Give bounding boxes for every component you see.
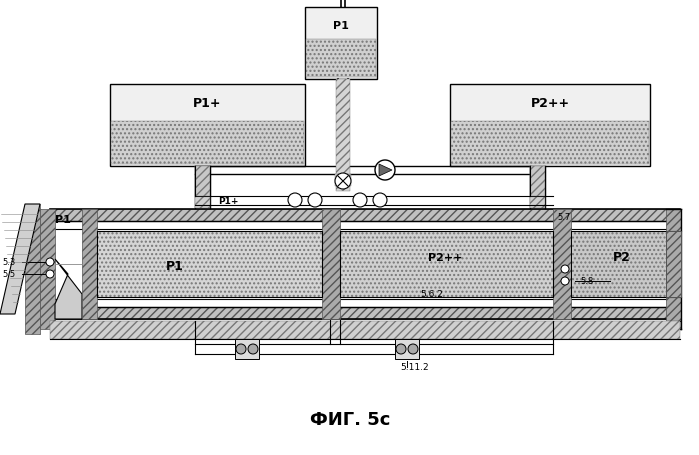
Text: P1: P1 [166,260,184,273]
Text: P2: P2 [613,251,631,264]
Text: P1+: P1+ [218,196,238,205]
Text: P2++: P2++ [428,253,462,263]
Bar [305,8,377,80]
Bar [50,210,680,222]
Text: P1+: P1+ [193,96,222,109]
Text: 5.3: 5.3 [2,258,15,267]
Polygon shape [0,205,40,314]
Polygon shape [379,165,392,177]
Circle shape [561,265,569,273]
Text: 5.11.2: 5.11.2 [400,363,428,372]
Polygon shape [55,259,82,319]
Text: 5.6.2: 5.6.2 [420,290,443,299]
Circle shape [375,161,395,181]
Bar [395,339,419,359]
Bar [82,210,97,319]
Text: ФИГ. 5c: ФИГ. 5c [310,410,390,428]
Bar [666,210,681,329]
Circle shape [308,193,322,207]
Bar [40,210,55,329]
Circle shape [288,193,302,207]
Bar [530,167,545,197]
Bar [110,85,305,167]
Bar [322,210,340,319]
Bar [340,232,553,298]
Bar [451,121,649,164]
Text: 5.5: 5.5 [2,270,15,279]
Circle shape [236,344,246,354]
Bar [336,80,350,192]
Bar [111,121,304,164]
Bar [195,167,210,208]
Bar [25,205,40,334]
Bar [571,232,666,298]
Bar [450,85,650,167]
Circle shape [408,344,418,354]
Bar [97,232,322,298]
Bar [50,321,680,339]
Text: 5.8: 5.8 [580,277,593,286]
Circle shape [335,174,351,190]
Text: P1: P1 [55,214,71,224]
Bar [571,232,666,298]
Bar [306,40,376,78]
Text: 5.7: 5.7 [557,213,570,222]
Bar [50,307,680,319]
Circle shape [396,344,406,354]
Bar [666,232,681,298]
Circle shape [373,193,387,207]
Text: P1: P1 [333,21,349,31]
Bar [340,232,553,298]
Bar [195,167,210,197]
Circle shape [46,258,54,267]
Circle shape [353,193,367,207]
Circle shape [248,344,258,354]
Bar [530,167,545,208]
Bar [235,339,259,359]
Circle shape [46,270,54,278]
Bar [553,210,571,319]
Bar [335,175,351,187]
Bar [97,232,322,298]
Circle shape [561,278,569,285]
Text: P2++: P2++ [531,96,570,109]
